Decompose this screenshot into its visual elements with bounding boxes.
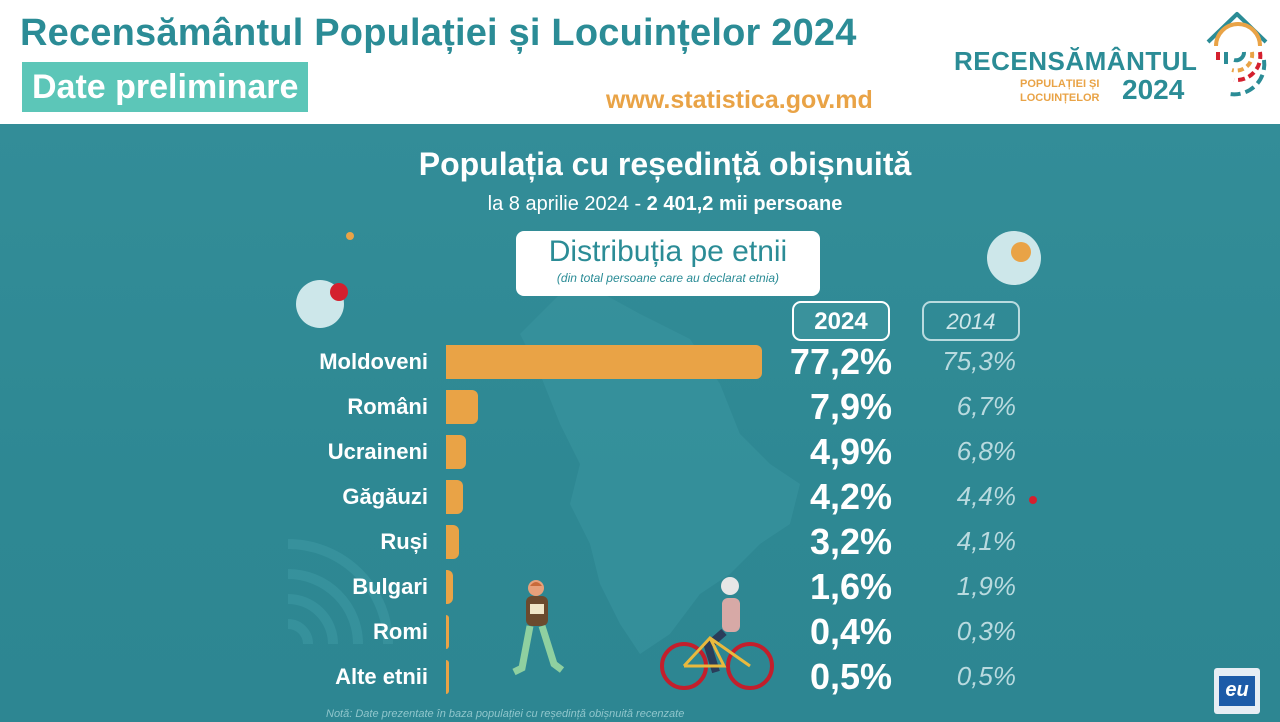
- value-label-2024: 7,9%: [809, 386, 892, 427]
- walking-person-illustration: [512, 580, 565, 676]
- preliminary-badge: Date preliminare: [22, 62, 309, 112]
- ethnicity-bar-chart: Moldoveni 77,2% 75,3% Români 7,9% 6,7% Ucraine…: [0, 124, 1280, 722]
- page-title: Recensământul Populației și Locuințelor …: [20, 12, 857, 54]
- value-label-2014: 1,9%: [956, 571, 1016, 601]
- subtitle-total: 2 401,2 mii persoane: [646, 193, 843, 215]
- bar-2024: [446, 390, 479, 424]
- logo-subtitle-line2: LOCUINȚELOR: [1020, 92, 1100, 104]
- value-label-2024: 1,6%: [809, 566, 892, 607]
- value-label-2014: 4,4%: [956, 481, 1016, 511]
- value-label-2014: 75,3%: [942, 346, 1016, 376]
- value-label-2014: 6,7%: [956, 391, 1016, 421]
- bar-2024: [446, 525, 460, 559]
- category-label: Romi: [373, 619, 428, 644]
- footnote: Notă: Date prezentate în baza populației…: [326, 708, 685, 720]
- year-badge-2024: 2024: [792, 301, 890, 341]
- chart-title: Distribuția pe etnii: [548, 235, 788, 268]
- value-label-2014: 6,8%: [956, 436, 1016, 466]
- map-background: [287, 231, 1041, 654]
- chart-title-box: Distribuția pe etnii (din total persoane…: [516, 231, 820, 296]
- bar-2024: [446, 480, 464, 514]
- panel-title: Populația cu reședință obișnuită: [418, 146, 912, 182]
- website-link[interactable]: www.statistica.gov.md: [606, 86, 873, 114]
- eu-badge-text: eu: [1219, 676, 1255, 706]
- value-label-2014: 4,1%: [956, 526, 1016, 556]
- value-label-2024: 4,2%: [809, 476, 892, 517]
- value-label-2024: 0,4%: [809, 611, 892, 652]
- bar-2024: [446, 570, 453, 604]
- value-label-2024: 3,2%: [809, 521, 892, 562]
- census-logo: RECENSĂMÂNTUL POPULAȚIEI ȘI LOCUINȚELOR …: [952, 8, 1270, 120]
- category-label: Români: [347, 394, 428, 419]
- bar-2024: [446, 615, 449, 649]
- category-label: Ruși: [380, 529, 428, 554]
- header: Recensământul Populației și Locuințelor …: [0, 0, 1280, 124]
- chart-subtitle-note: (din total persoane care au declarat etn…: [556, 271, 780, 285]
- house-fingerprint-icon: [1206, 12, 1268, 97]
- eu-badge: eu: [1214, 668, 1260, 714]
- bar-2024: [446, 660, 449, 694]
- value-label-2024: 0,5%: [809, 656, 892, 697]
- category-label: Moldoveni: [319, 349, 428, 374]
- value-label-2014: 0,5%: [956, 661, 1016, 691]
- bar-2024: [446, 345, 762, 379]
- category-label: Găgăuzi: [342, 484, 428, 509]
- logo-year: 2024: [1122, 74, 1185, 105]
- bar-2024: [446, 435, 467, 469]
- cyclist-illustration: [660, 577, 774, 690]
- panel-subtitle: la 8 aprilie 2024 - 2 401,2 mii persoane: [0, 193, 1280, 216]
- value-label-2024: 77,2%: [789, 341, 892, 382]
- chart-panel: Populația cu reședință obișnuită la 8 ap…: [0, 124, 1280, 722]
- value-label-2014: 0,3%: [956, 616, 1016, 646]
- logo-subtitle-line1: POPULAȚIEI ȘI: [1020, 78, 1100, 90]
- category-label: Bulgari: [352, 574, 428, 599]
- logo-word: RECENSĂMÂNTUL: [954, 46, 1198, 76]
- subtitle-date: la 8 aprilie 2024 -: [487, 193, 647, 215]
- category-label: Ucraineni: [327, 439, 428, 464]
- category-label: Alte etnii: [335, 664, 428, 689]
- value-label-2024: 4,9%: [809, 431, 892, 472]
- year-badge-2014: 2014: [922, 301, 1020, 341]
